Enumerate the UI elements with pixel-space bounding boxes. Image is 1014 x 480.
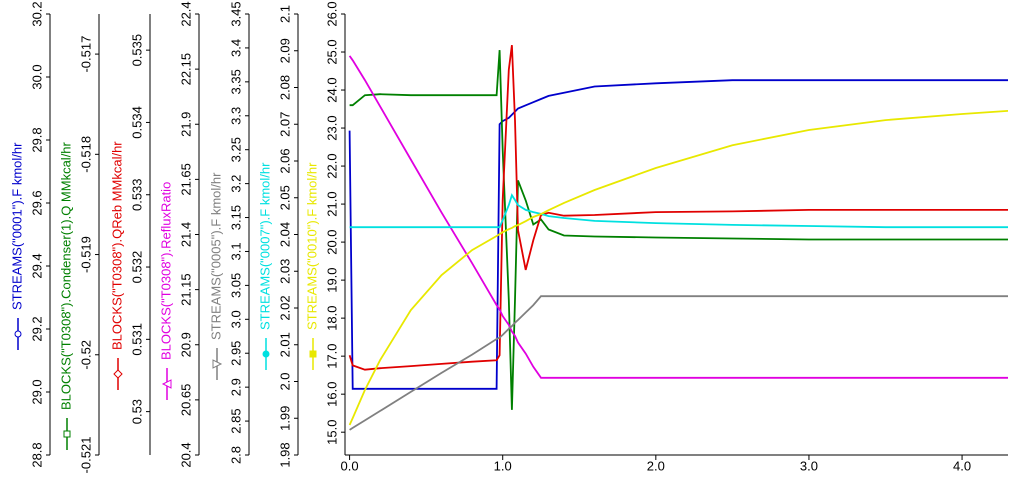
y-tick-label: 2.1 [277,5,292,23]
y-tick-label: 2.0 [277,372,292,390]
series-line [348,110,1009,426]
y-tick-label: 15.0 [324,420,339,445]
y-tick-label: 2.8 [228,446,243,464]
y-tick-label: 2.06 [277,148,292,173]
y-tick-label: 20.65 [178,384,193,417]
y-tick-label: 3.25 [228,137,243,162]
series-line [348,55,1008,379]
y-tick-label: 21.15 [178,273,193,306]
legend-label: BLOCKS("T0308").QReb MMkcal/hr [109,141,124,350]
y-tick-label: 26.0 [324,1,339,26]
y-tick-label: 16.0 [324,382,339,407]
y-tick-label: 2.02 [277,295,292,320]
y-tick-label: 0.535 [129,34,144,67]
legend-marker [212,359,223,369]
y-tick-label: 2.9 [228,378,243,396]
y-tick-label: 0.534 [129,106,144,139]
y-tick-label: 3.1 [228,242,243,260]
y-tick-label: 3.05 [228,273,243,298]
x-tick-label: 1.0 [494,458,512,473]
y-tick-label: 2.03 [277,259,292,284]
y-tick-label: 0.532 [129,251,144,284]
y-tick-label: 3.0 [228,310,243,328]
y-tick-label: 29.8 [29,127,44,152]
y-tick-label: 2.01 [277,332,292,357]
y-tick-label: 2.95 [228,341,243,366]
y-tick-label: -0.521 [78,437,93,474]
y-tick-label: 21.9 [178,112,193,137]
y-tick-label: -0.52 [78,340,93,370]
series-line [348,44,1008,371]
y-tick-label: 23.0 [324,115,339,140]
y-tick-label: 3.35 [228,69,243,94]
y-tick-label: 1.98 [277,442,292,467]
y-tick-label: 2.08 [277,75,292,100]
y-tick-label: 2.04 [277,222,292,247]
y-tick-label: 24.0 [324,77,339,102]
y-tick-label: 20.0 [324,229,339,254]
y-tick-label: 29.6 [29,190,44,215]
y-tick-label: -0.519 [78,236,93,273]
legend-label: BLOCKS("T0308").RefluxRatio [158,182,173,360]
y-tick-label: 29.4 [29,253,44,278]
y-tick-label: 25.0 [324,39,339,64]
legend-marker [14,330,22,338]
series-line [349,50,1008,410]
legend-label: STREAMS("0005").F kmol/hr [208,172,223,340]
y-tick-label: 2.85 [228,408,243,433]
y-tick-label: 28.8 [29,442,44,467]
series-line [349,193,1008,229]
y-tick-label: 22.15 [178,53,193,86]
y-tick-label: 3.45 [228,1,243,26]
y-tick-label: -0.518 [78,136,93,173]
y-tick-label: 2.09 [277,38,292,63]
legend-marker [63,430,71,438]
y-tick-label: 21.0 [324,191,339,216]
y-tick-label: 3.3 [228,107,243,125]
y-tick-label: -0.517 [78,36,93,73]
x-tick-label: 2.0 [647,458,665,473]
y-tick-label: 21.4 [178,222,193,247]
y-tick-label: 29.2 [29,316,44,341]
y-tick-label: 0.53 [129,399,144,424]
y-tick-label: 29.0 [29,379,44,404]
y-tick-label: 0.533 [129,178,144,211]
y-tick-label: 1.99 [277,406,292,431]
legend-marker [161,379,172,389]
y-tick-label: 18.0 [324,305,339,330]
y-tick-label: 30.0 [29,64,44,89]
y-tick-label: 0.531 [129,323,144,356]
y-tick-label: 19.0 [324,267,339,292]
y-tick-label: 17.0 [324,343,339,368]
y-tick-label: 30.2 [29,1,44,26]
y-tick-label: 20.9 [178,332,193,357]
x-tick-label: 0.0 [341,458,359,473]
y-tick-label: 3.15 [228,205,243,230]
series-line [349,295,1008,431]
y-tick-label: 2.07 [277,112,292,137]
y-tick-label: 3.2 [228,175,243,193]
x-tick-label: 3.0 [800,458,818,473]
y-tick-label: 22.0 [324,153,339,178]
y-tick-label: 2.05 [277,185,292,210]
y-tick-label: 21.65 [178,163,193,196]
legend-label: STREAMS("0010").F kmol/hr [304,162,319,330]
legend-label: STREAMS("0001").F kmol/hr [9,142,24,310]
legend-label: STREAMS("0007").F kmol/hr [257,162,272,330]
y-tick-label: 22.4 [178,1,193,26]
legend-marker [113,369,123,379]
series-line [348,79,1008,390]
legend-marker [262,350,270,358]
legend-label: BLOCKS("T0308").Condenser(1).Q MMkcal/hr [58,141,73,410]
x-tick-label: 4.0 [953,458,971,473]
legend-marker [309,350,317,358]
y-tick-label: 20.4 [178,442,193,467]
y-tick-label: 3.4 [228,39,243,57]
